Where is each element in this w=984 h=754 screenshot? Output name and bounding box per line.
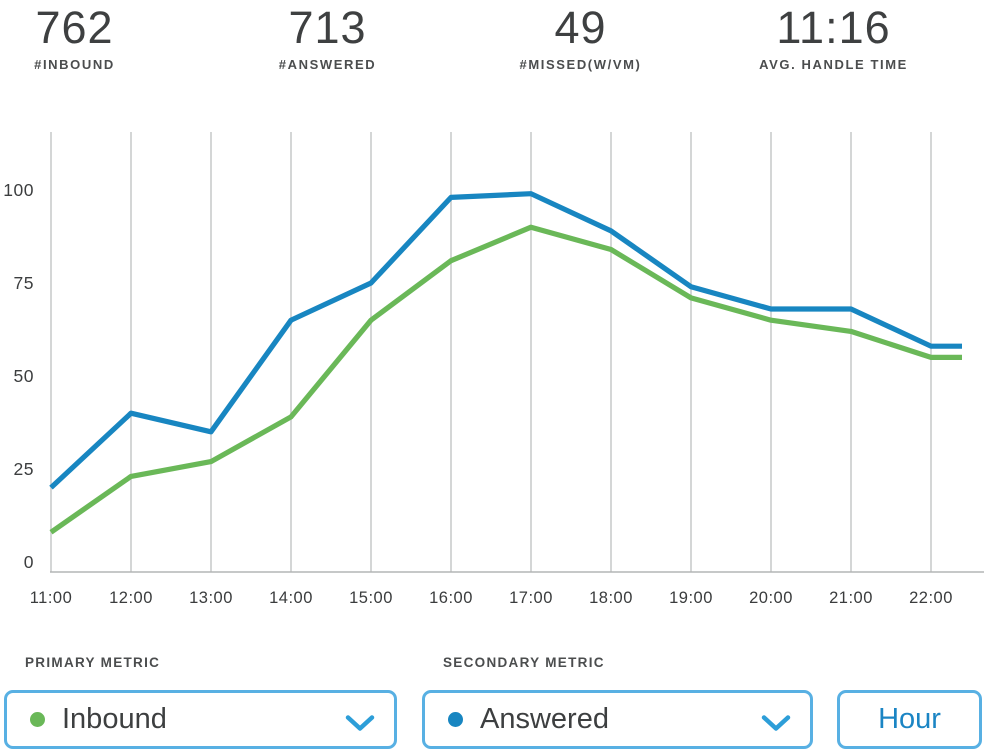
x-axis-tick-label: 20:00 <box>749 589 793 607</box>
stat-answered-label: #ANSWERED <box>278 57 377 73</box>
chevron-down-icon <box>761 715 791 731</box>
primary-metric-dropdown[interactable]: Inbound <box>4 690 397 749</box>
x-axis-tick-label: 15:00 <box>349 589 393 607</box>
x-axis-tick-label: 22:00 <box>909 589 953 607</box>
y-axis-tick-label: 0 <box>23 552 34 572</box>
secondary-metric-value: Answered <box>480 703 609 735</box>
y-axis-tick-label: 50 <box>13 366 34 386</box>
y-axis-tick-label: 25 <box>13 459 34 479</box>
x-axis-tick-label: 18:00 <box>589 589 633 607</box>
secondary-metric-label: SECONDARY METRIC <box>443 655 605 670</box>
y-axis-tick-label: 100 <box>3 180 34 200</box>
x-axis-tick-label: 17:00 <box>509 589 553 607</box>
stat-missed-value: 49 <box>554 2 607 53</box>
stat-missed-label: #MISSED(W/VM) <box>519 57 642 73</box>
y-axis-tick-label: 75 <box>13 273 34 293</box>
x-axis-tick-label: 11:00 <box>29 589 73 607</box>
x-axis-tick-label: 19:00 <box>669 589 713 607</box>
chevron-down-icon <box>345 715 375 731</box>
x-axis-tick-label: 14:00 <box>269 589 313 607</box>
stat-answered-value: 713 <box>288 2 367 53</box>
stat-inbound-label: #INBOUND <box>34 57 115 73</box>
x-axis-tick-label: 21:00 <box>829 589 873 607</box>
x-axis-tick-label: 12:00 <box>109 589 153 607</box>
stat-missed: 49 #MISSED(W/VM) <box>454 0 707 72</box>
x-axis-tick-label: 16:00 <box>429 589 473 607</box>
interval-hour-button[interactable]: Hour <box>837 690 982 749</box>
stat-avg-handle-time: 11:16 AVG. HANDLE TIME <box>707 0 960 72</box>
stat-answered: 713 #ANSWERED <box>201 0 454 72</box>
x-axis-tick-label: 13:00 <box>189 589 233 607</box>
stat-inbound-value: 762 <box>35 2 114 53</box>
stats-row: 762 #INBOUND 713 #ANSWERED 49 #MISSED(W/… <box>0 0 960 72</box>
inbound-color-dot-icon <box>30 712 45 727</box>
primary-metric-label: PRIMARY METRIC <box>25 655 161 670</box>
primary-metric-value: Inbound <box>62 703 167 735</box>
stat-avg-handle-time-label: AVG. HANDLE TIME <box>759 57 908 73</box>
secondary-metric-dropdown[interactable]: Answered <box>422 690 813 749</box>
stat-avg-handle-time-value: 11:16 <box>776 2 891 53</box>
stat-inbound: 762 #INBOUND <box>0 0 201 72</box>
answered-color-dot-icon <box>448 712 463 727</box>
